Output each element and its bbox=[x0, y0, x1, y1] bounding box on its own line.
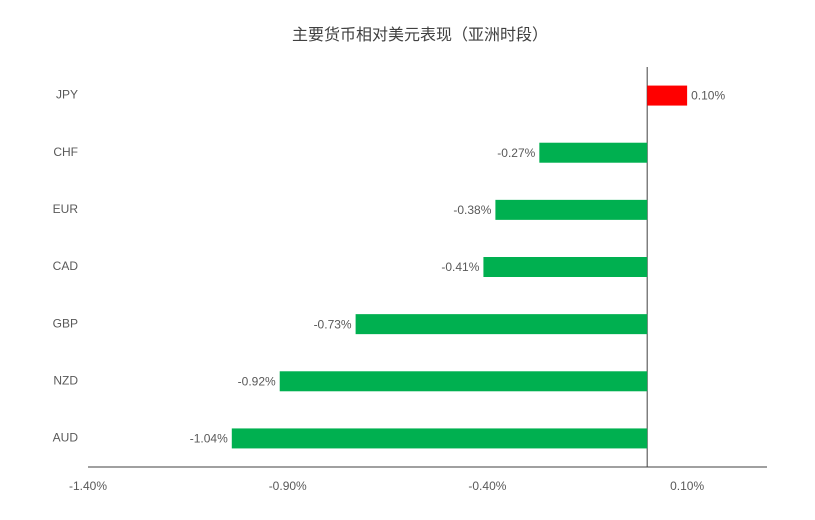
value-label: -0.41% bbox=[441, 260, 479, 274]
y-tick-label: GBP bbox=[53, 316, 78, 330]
value-label: -1.04% bbox=[190, 432, 228, 446]
bar bbox=[355, 314, 648, 335]
y-tick-label: JPY bbox=[56, 88, 78, 102]
value-label: -0.92% bbox=[238, 374, 276, 388]
bar bbox=[647, 85, 688, 106]
value-label: 0.10% bbox=[691, 89, 725, 103]
value-label: -0.27% bbox=[497, 146, 535, 160]
chart-title: 主要货币相对美元表现（亚洲时段） bbox=[292, 26, 548, 44]
value-label: -0.73% bbox=[314, 317, 352, 331]
x-tick-label: -1.40% bbox=[69, 479, 107, 493]
bar bbox=[539, 142, 648, 163]
x-tick-label: -0.40% bbox=[468, 479, 506, 493]
bar bbox=[279, 371, 648, 392]
y-tick-label: EUR bbox=[53, 202, 79, 216]
bar bbox=[231, 428, 648, 449]
y-tick-label: AUD bbox=[53, 431, 79, 445]
y-tick-label: NZD bbox=[53, 373, 78, 387]
bar bbox=[495, 199, 648, 220]
x-tick-label: -0.90% bbox=[269, 479, 307, 493]
bar bbox=[483, 257, 648, 277]
y-tick-label: CAD bbox=[53, 259, 79, 273]
value-label: -0.38% bbox=[453, 203, 491, 217]
x-tick-label: 0.10% bbox=[670, 479, 704, 493]
y-tick-label: CHF bbox=[53, 145, 78, 159]
